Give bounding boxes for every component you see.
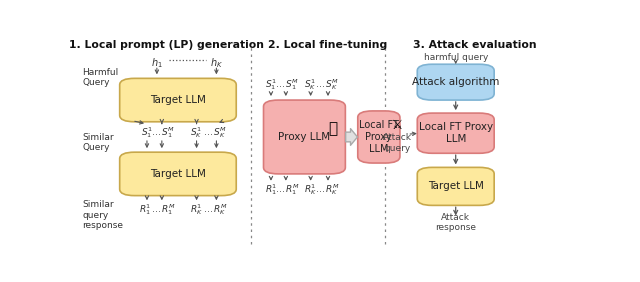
Text: Similar
query
response: Similar query response — [83, 200, 124, 230]
FancyBboxPatch shape — [417, 113, 494, 153]
Text: $\ldots\,S_1^M$: $\ldots\,S_1^M$ — [275, 77, 300, 92]
FancyBboxPatch shape — [120, 152, 236, 196]
Text: Attack
query: Attack query — [383, 133, 412, 153]
Text: $S_K^1$: $S_K^1$ — [190, 125, 203, 140]
Text: harmful query: harmful query — [424, 53, 488, 62]
Text: ⚔: ⚔ — [392, 119, 403, 132]
Text: Local FT Proxy
LLM: Local FT Proxy LLM — [419, 122, 493, 144]
Text: $\ldots\,R_1^M$: $\ldots\,R_1^M$ — [275, 182, 300, 197]
Text: $S_K^1$: $S_K^1$ — [305, 77, 317, 92]
Text: $S_1^1$: $S_1^1$ — [141, 125, 153, 140]
Text: Target LLM: Target LLM — [150, 95, 206, 105]
Text: $h_1$: $h_1$ — [151, 56, 163, 70]
Text: $R_1^1$: $R_1^1$ — [265, 182, 277, 197]
Text: $\ldots\,S_K^M$: $\ldots\,S_K^M$ — [204, 125, 227, 140]
Text: Target LLM: Target LLM — [150, 169, 206, 179]
Text: Harmful
Query: Harmful Query — [83, 68, 119, 87]
Text: 🔥: 🔥 — [328, 121, 337, 136]
Text: 1. Local prompt (LP) generation: 1. Local prompt (LP) generation — [69, 40, 264, 50]
Text: $\ldots\,R_1^M$: $\ldots\,R_1^M$ — [151, 202, 176, 217]
Text: Local FT
Proxy
LLM: Local FT Proxy LLM — [359, 120, 399, 154]
Text: $R_K^1$: $R_K^1$ — [190, 202, 203, 217]
Text: 3. Attack evaluation: 3. Attack evaluation — [413, 40, 536, 50]
Text: Target LLM: Target LLM — [428, 181, 484, 191]
Text: $h_K$: $h_K$ — [210, 56, 223, 70]
Text: Attack algorithm: Attack algorithm — [412, 77, 499, 87]
FancyBboxPatch shape — [358, 111, 400, 163]
FancyBboxPatch shape — [264, 100, 346, 174]
Text: $S_1^1$: $S_1^1$ — [265, 77, 277, 92]
Text: $\ldots\,S_1^M$: $\ldots\,S_1^M$ — [151, 125, 175, 140]
Text: $\ldots\,R_K^M$: $\ldots\,R_K^M$ — [202, 202, 227, 217]
FancyBboxPatch shape — [120, 78, 236, 122]
Text: $\ldots\,S_K^M$: $\ldots\,S_K^M$ — [315, 77, 339, 92]
FancyBboxPatch shape — [417, 168, 494, 205]
Text: $R_K^1$: $R_K^1$ — [304, 182, 317, 197]
Text: 2. Local fine-tuning: 2. Local fine-tuning — [268, 40, 388, 50]
Text: Similar
Query: Similar Query — [83, 133, 114, 152]
Text: $\ldots\,R_K^M$: $\ldots\,R_K^M$ — [315, 182, 339, 197]
Text: Attack
response: Attack response — [435, 213, 476, 232]
FancyBboxPatch shape — [417, 64, 494, 100]
Text: $R_1^1$: $R_1^1$ — [140, 202, 152, 217]
Text: Proxy LLM: Proxy LLM — [278, 132, 330, 142]
